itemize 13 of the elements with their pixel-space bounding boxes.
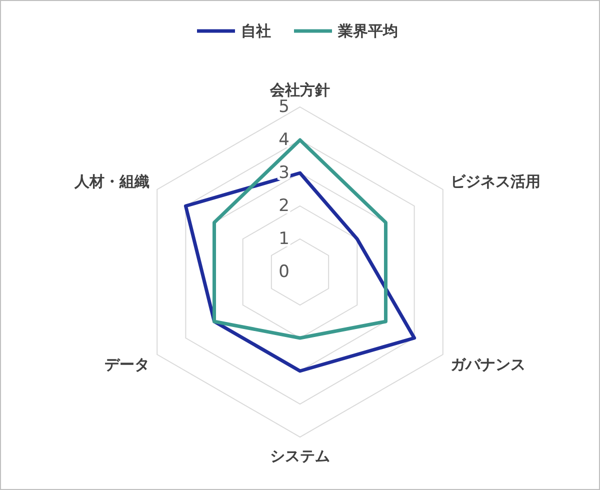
y-tick-label: 5: [278, 97, 290, 117]
spoke-label: システム: [270, 447, 330, 466]
legend-label: 自社: [241, 22, 271, 40]
spoke-label: ガバナンス: [450, 356, 526, 374]
y-tick-label: 2: [278, 196, 290, 216]
spoke-label: 会社方針: [269, 80, 330, 99]
spoke-label: ビジネス活用: [450, 172, 541, 190]
spoke-label: 人材・組織: [73, 172, 150, 190]
y-tick-label: 0: [278, 262, 290, 282]
legend-label: 業界平均: [337, 22, 398, 40]
spoke-label: データ: [104, 356, 150, 374]
y-tick-label: 1: [278, 229, 290, 249]
y-tick-label: 4: [278, 130, 290, 150]
